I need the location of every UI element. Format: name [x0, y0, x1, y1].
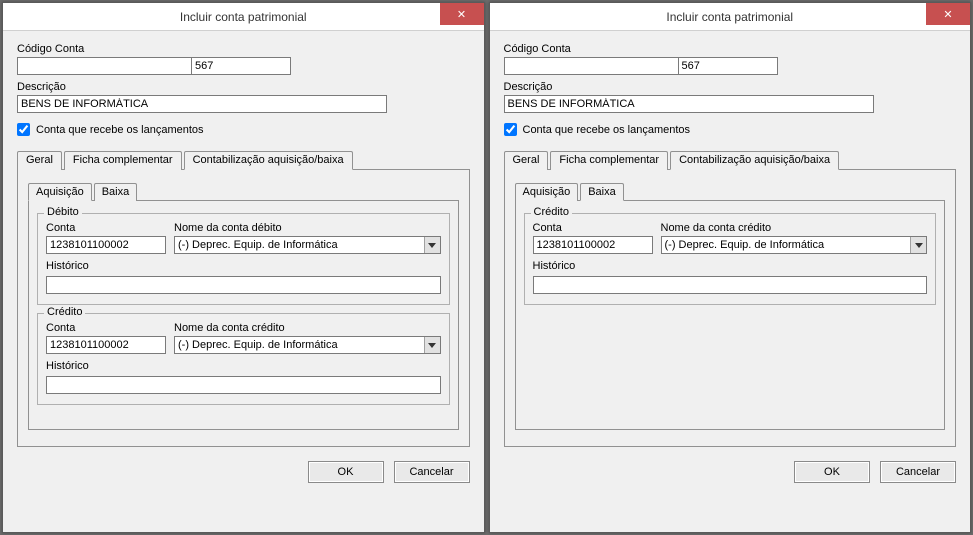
inner-tabs: Aquisição Baixa — [515, 182, 946, 200]
credito-conta-label: Conta — [533, 222, 653, 234]
debito-nome-label: Nome da conta débito — [174, 222, 441, 234]
debito-conta-label: Conta — [46, 222, 166, 234]
ok-button[interactable]: OK — [308, 461, 384, 483]
titlebar: Incluir conta patrimonial ✕ — [3, 3, 484, 31]
tab-geral[interactable]: Geral — [504, 151, 549, 170]
descricao-input[interactable] — [17, 95, 387, 113]
dialog-footer: OK Cancelar — [504, 447, 957, 483]
chevron-down-icon — [424, 337, 440, 353]
codigo-label: Código Conta — [17, 43, 470, 55]
inner-tab-panel: Débito Conta Nome da conta débito (-) De… — [28, 200, 459, 430]
recebe-lancamentos-checkbox[interactable] — [17, 123, 30, 136]
close-button[interactable]: ✕ — [440, 3, 484, 25]
recebe-lancamentos-checkbox[interactable] — [504, 123, 517, 136]
descricao-input[interactable] — [504, 95, 874, 113]
titlebar: Incluir conta patrimonial ✕ — [490, 3, 971, 31]
dialog-body: Código Conta Descrição Conta que recebe … — [3, 31, 484, 532]
chevron-down-icon — [910, 237, 926, 253]
dialog-left: Incluir conta patrimonial ✕ Código Conta… — [2, 2, 485, 533]
credito-historico-input[interactable] — [533, 276, 928, 294]
close-icon: ✕ — [943, 8, 952, 21]
ok-button[interactable]: OK — [794, 461, 870, 483]
credito-conta-input[interactable] — [533, 236, 653, 254]
credito-nome-label: Nome da conta crédito — [174, 322, 441, 334]
credito-historico-label: Histórico — [533, 260, 928, 272]
credito-conta-label: Conta — [46, 322, 166, 334]
tab-aquisicao[interactable]: Aquisição — [515, 183, 579, 201]
legend-debito: Débito — [44, 206, 82, 218]
credito-nome-value: (-) Deprec. Equip. de Informática — [175, 339, 424, 351]
credito-conta-input[interactable] — [46, 336, 166, 354]
close-button[interactable]: ✕ — [926, 3, 970, 25]
inner-tab-panel: Crédito Conta Nome da conta crédito (-) … — [515, 200, 946, 430]
legend-credito: Crédito — [531, 206, 572, 218]
inner-tabs: Aquisição Baixa — [28, 182, 459, 200]
tab-ficha[interactable]: Ficha complementar — [64, 151, 182, 170]
debito-historico-input[interactable] — [46, 276, 441, 294]
recebe-lancamentos-label: Conta que recebe os lançamentos — [523, 124, 691, 136]
outer-tabs: Geral Ficha complementar Contabilização … — [17, 150, 470, 169]
window-title: Incluir conta patrimonial — [490, 10, 971, 24]
fieldset-credito: Crédito Conta Nome da conta crédito (-) … — [37, 313, 450, 405]
credito-nome-label: Nome da conta crédito — [661, 222, 928, 234]
codigo-label: Código Conta — [504, 43, 957, 55]
codigo-input-a[interactable] — [504, 57, 679, 75]
tab-aquisicao[interactable]: Aquisição — [28, 183, 92, 201]
codigo-input-b[interactable] — [678, 57, 778, 75]
debito-historico-label: Histórico — [46, 260, 441, 272]
tab-contabilizacao[interactable]: Contabilização aquisição/baixa — [670, 151, 839, 170]
fieldset-debito: Débito Conta Nome da conta débito (-) De… — [37, 213, 450, 305]
recebe-lancamentos-label: Conta que recebe os lançamentos — [36, 124, 204, 136]
credito-historico-label: Histórico — [46, 360, 441, 372]
debito-conta-input[interactable] — [46, 236, 166, 254]
tab-baixa[interactable]: Baixa — [94, 183, 138, 201]
chevron-down-icon — [424, 237, 440, 253]
window-title: Incluir conta patrimonial — [3, 10, 484, 24]
credito-historico-input[interactable] — [46, 376, 441, 394]
debito-nome-value: (-) Deprec. Equip. de Informática — [175, 239, 424, 251]
credito-nome-select[interactable]: (-) Deprec. Equip. de Informática — [661, 236, 928, 254]
outer-tabs: Geral Ficha complementar Contabilização … — [504, 150, 957, 169]
descricao-label: Descrição — [17, 81, 470, 93]
fieldset-credito: Crédito Conta Nome da conta crédito (-) … — [524, 213, 937, 305]
descricao-label: Descrição — [504, 81, 957, 93]
legend-credito: Crédito — [44, 306, 85, 318]
dialog-footer: OK Cancelar — [17, 447, 470, 483]
cancel-button[interactable]: Cancelar — [880, 461, 956, 483]
close-icon: ✕ — [457, 8, 466, 21]
outer-tab-panel: Aquisição Baixa Crédito Conta Nome da co… — [504, 169, 957, 447]
credito-nome-value: (-) Deprec. Equip. de Informática — [662, 239, 911, 251]
tab-geral[interactable]: Geral — [17, 151, 62, 170]
dialog-right: Incluir conta patrimonial ✕ Código Conta… — [489, 2, 972, 533]
cancel-button[interactable]: Cancelar — [394, 461, 470, 483]
codigo-input-b[interactable] — [191, 57, 291, 75]
dialog-body: Código Conta Descrição Conta que recebe … — [490, 31, 971, 532]
tab-ficha[interactable]: Ficha complementar — [550, 151, 668, 170]
tab-contabilizacao[interactable]: Contabilização aquisição/baixa — [184, 151, 353, 170]
outer-tab-panel: Aquisição Baixa Débito Conta Nome da con… — [17, 169, 470, 447]
credito-nome-select[interactable]: (-) Deprec. Equip. de Informática — [174, 336, 441, 354]
debito-nome-select[interactable]: (-) Deprec. Equip. de Informática — [174, 236, 441, 254]
tab-baixa[interactable]: Baixa — [580, 183, 624, 201]
codigo-input-a[interactable] — [17, 57, 192, 75]
